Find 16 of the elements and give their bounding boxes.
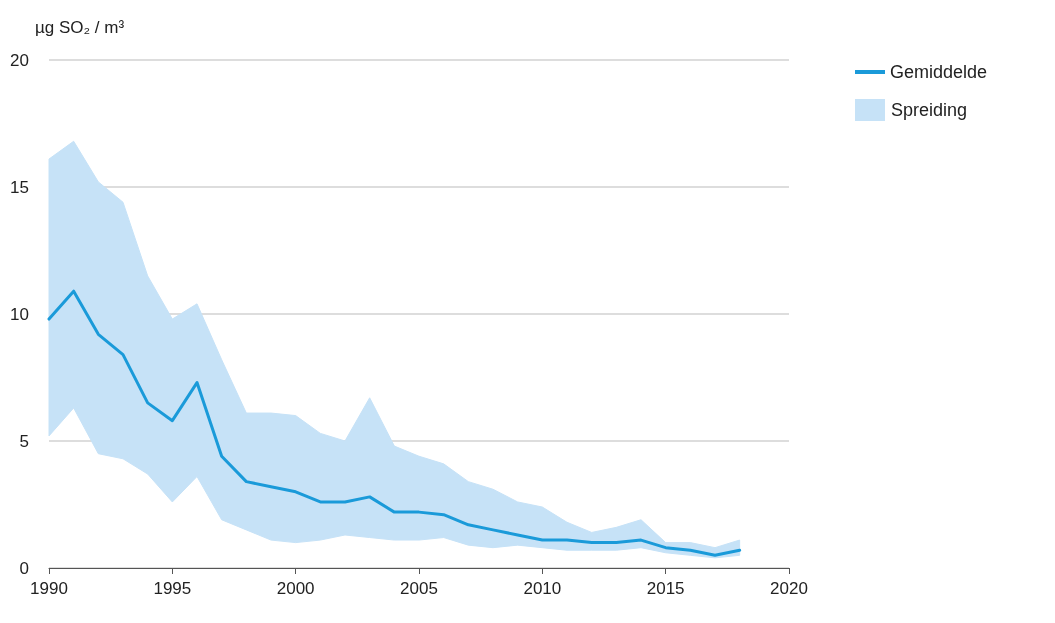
x-tick-label: 2010 xyxy=(523,579,562,598)
x-tick-label: 2020 xyxy=(770,579,808,598)
legend-title: Spreiding xyxy=(891,99,968,121)
line-series xyxy=(47,289,742,557)
x-tick-label: 2005 xyxy=(400,579,438,598)
x-tick-label: 2000 xyxy=(276,579,315,598)
x-tick-label: 1990 xyxy=(30,579,68,598)
y-tick-label: 0 xyxy=(19,558,29,578)
y-tick-label: 5 xyxy=(19,431,29,451)
legend-label: Gemiddelde xyxy=(890,62,988,82)
y-tick-label: 15 xyxy=(10,177,29,197)
y-axis-title: µg SO₂ / m³ xyxy=(35,18,125,37)
y-tick-label: 20 xyxy=(10,50,29,70)
x-tick-label: 2015 xyxy=(646,579,685,598)
y-tick-label: 10 xyxy=(10,304,29,324)
x-tick-label: 1995 xyxy=(153,579,192,598)
